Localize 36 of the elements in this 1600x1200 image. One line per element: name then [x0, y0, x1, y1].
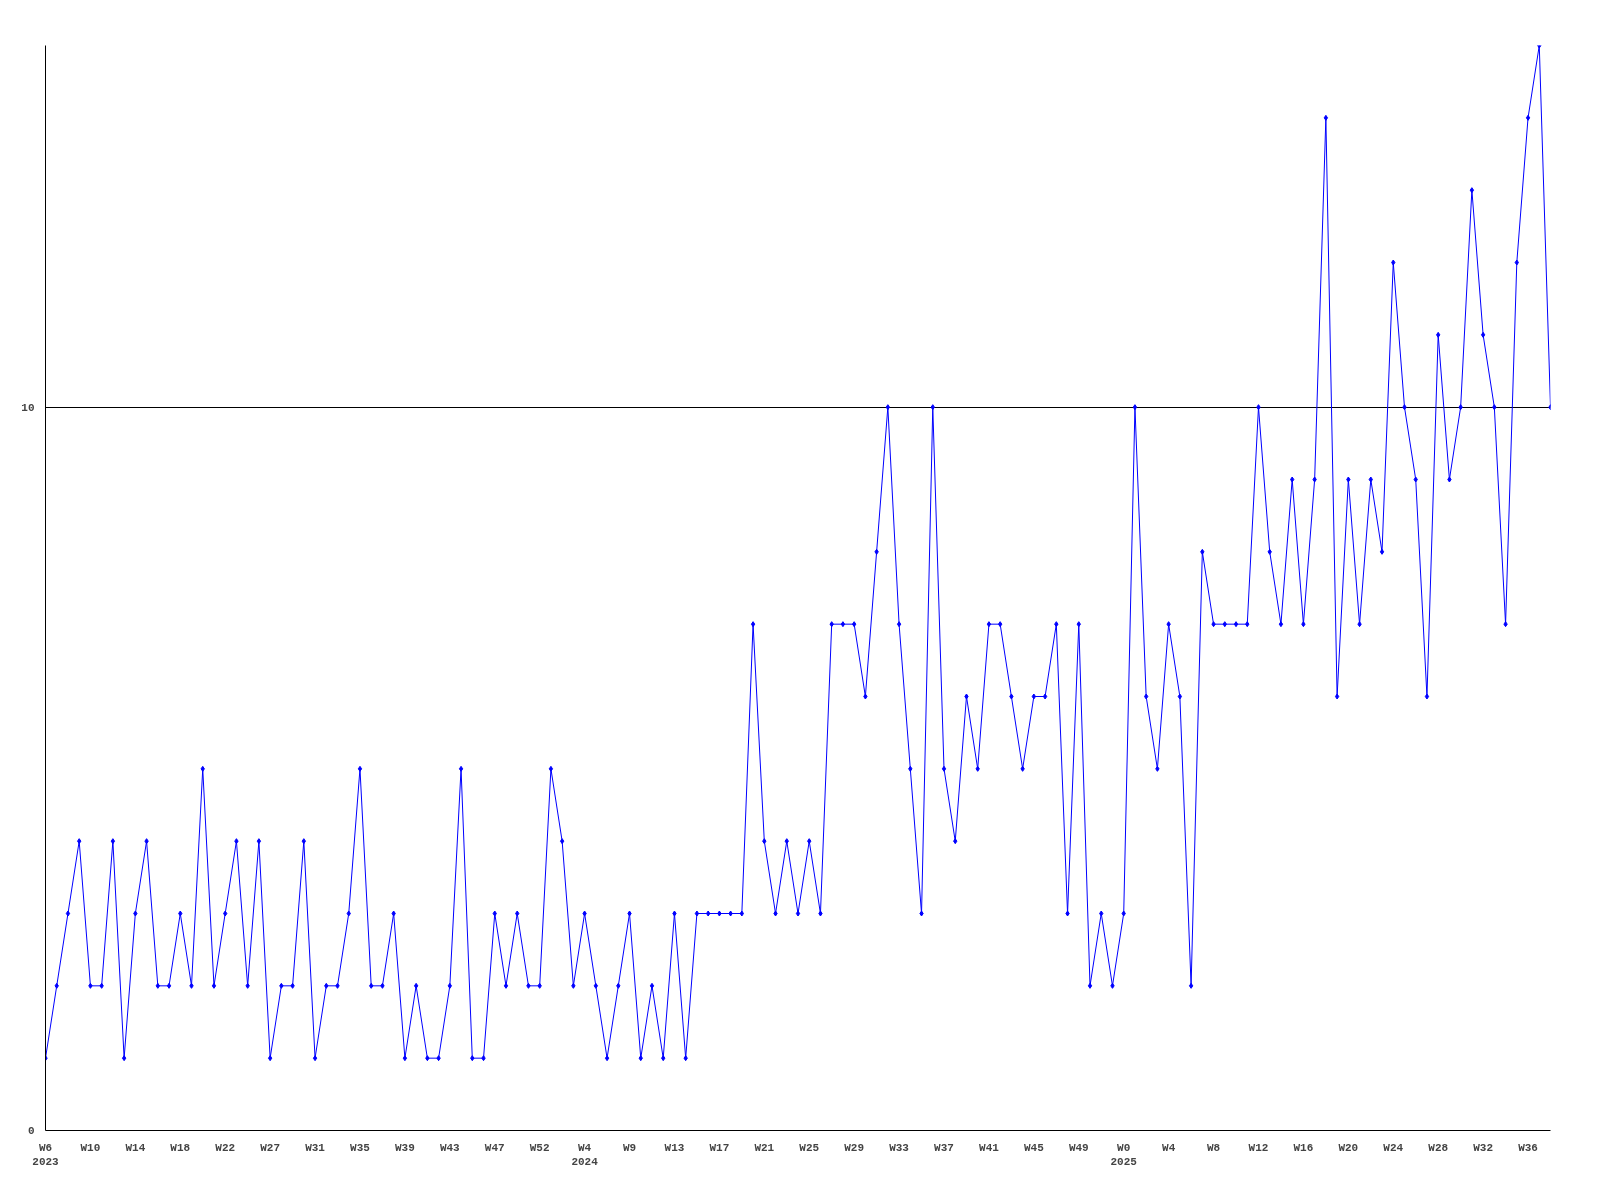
- y-tick-label: 0: [27, 1125, 35, 1137]
- x-tick-label: W52: [529, 1141, 550, 1154]
- x-tick-label: W32: [1473, 1141, 1494, 1154]
- x-tick-label: W45: [1023, 1141, 1045, 1154]
- x-tick-label: W14: [125, 1141, 146, 1154]
- x-tick-label: W13: [664, 1141, 685, 1154]
- x-tick-label: W37: [934, 1141, 954, 1154]
- x-tick-label: W29: [844, 1141, 865, 1154]
- x-tick-label: W4 2024: [571, 1141, 599, 1168]
- x-tick-label: W43: [439, 1141, 461, 1154]
- x-tick-label: W31: [305, 1141, 326, 1154]
- x-tick-label: W10: [80, 1141, 101, 1154]
- x-tick-label: W22: [215, 1141, 236, 1154]
- x-tick-label: W0 2025: [1110, 1141, 1138, 1168]
- x-tick-label: W33: [889, 1141, 910, 1154]
- x-tick-label: W28: [1428, 1141, 1449, 1154]
- x-tick-label: W8: [1206, 1141, 1221, 1154]
- x-tick-label: W41: [979, 1141, 1000, 1154]
- x-tick-label: W6 2023: [32, 1141, 60, 1168]
- x-tick-label: W24: [1383, 1141, 1404, 1154]
- x-tick-label: W21: [754, 1141, 775, 1154]
- x-tick-label: W47: [484, 1141, 505, 1154]
- y-tick-label: 10: [21, 401, 35, 414]
- x-tick-label: W35: [350, 1141, 371, 1154]
- x-tick-label: W20: [1338, 1141, 1359, 1154]
- x-tick-label: W49: [1068, 1141, 1089, 1154]
- x-tick-label: W39: [395, 1141, 415, 1154]
- x-tick-label: W16: [1293, 1141, 1314, 1154]
- x-tick-label: W25: [799, 1141, 820, 1154]
- x-tick-label: W18: [170, 1141, 191, 1154]
- x-tick-label: W9: [622, 1141, 637, 1154]
- x-tick-label: W17: [709, 1141, 730, 1154]
- x-tick-label: W27: [260, 1141, 281, 1154]
- x-tick-label: W36: [1518, 1141, 1538, 1154]
- x-tick-label: W4: [1162, 1141, 1176, 1154]
- x-tick-label: W12: [1248, 1141, 1269, 1154]
